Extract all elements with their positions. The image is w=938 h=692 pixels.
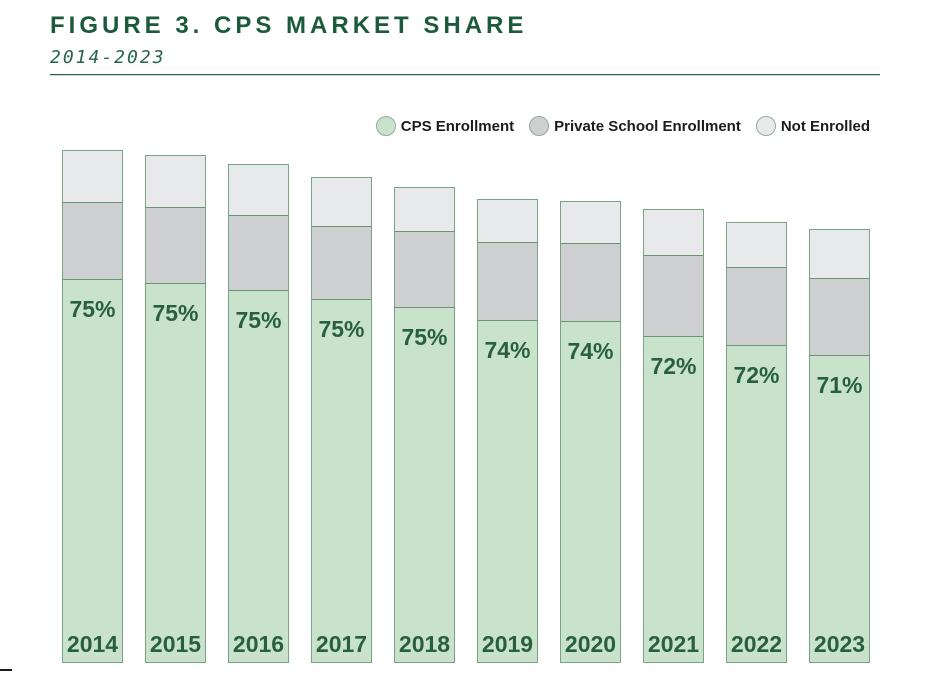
segment-private-school [561,242,620,322]
bar-2019: 74% 2019 [477,199,538,663]
figure-subtitle: 2014-2023 [50,47,166,68]
bar-pct-label: 72% [733,362,780,389]
segment-cps: 75% 2014 [63,278,122,662]
segment-cps: 75% 2018 [395,306,454,662]
segment-private-school [229,214,288,290]
legend-label: Private School Enrollment [554,117,741,135]
segment-cps: 74% 2019 [478,320,537,662]
legend-item-2: Not Enrolled [755,116,870,136]
legend-swatch-icon [529,116,550,136]
bar-year-label: 2019 [481,630,534,657]
segment-cps: 75% 2017 [312,298,371,662]
legend-label: Not Enrolled [780,117,870,135]
bar-pct-label: 74% [567,338,614,365]
bar-2023: 71% 2023 [809,229,870,663]
bar-year-label: 2022 [730,631,783,657]
legend-swatch-icon [375,116,396,136]
segment-private-school [146,206,205,283]
bar-2014: 75% 2014 [62,150,123,663]
bar-2022: 72% 2022 [726,222,787,663]
chart-legend: CPS Enrollment Private School Enrollment N… [375,116,870,136]
segment-not-enrolled [395,188,454,231]
bar-year-label: 2016 [232,631,285,657]
segment-not-enrolled [229,165,288,215]
bar-pct-label: 72% [650,353,697,380]
bar-2016: 75% 2016 [228,164,289,663]
bar-2015: 75% 2015 [145,155,206,663]
bar-year-label: 2023 [813,631,866,657]
bar-2020: 74% 2020 [560,201,621,663]
bar-year-label: 2015 [149,631,202,657]
segment-not-enrolled [644,210,703,255]
bar-pct-label: 75% [152,299,199,326]
page-corner-mark [0,669,12,671]
segment-not-enrolled [478,200,537,242]
bar-year-label: 2014 [66,631,119,657]
bar-2018: 75% 2018 [394,187,455,663]
segment-private-school [478,241,537,321]
segment-private-school [810,277,869,356]
figure-header: FIGURE 3. CPS MARKET SHARE 2014-2023 [50,12,880,76]
segment-not-enrolled [727,223,786,267]
bar-year-label: 2021 [647,631,700,657]
legend-label: CPS Enrollment [400,117,515,135]
bar-pct-label: 75% [401,323,448,350]
segment-private-school [644,254,703,337]
bar-pct-label: 71% [816,372,863,399]
legend-swatch-icon [755,116,776,136]
segment-private-school [312,225,371,299]
segment-cps: 74% 2020 [561,321,620,662]
segment-not-enrolled [63,151,122,202]
bar-year-label: 2017 [315,631,368,657]
segment-cps: 71% 2023 [810,355,869,662]
segment-private-school [63,201,122,279]
segment-cps: 72% 2021 [644,336,703,662]
bar-pct-label: 74% [484,337,531,364]
figure-title: FIGURE 3. CPS MARKET SHARE [50,12,528,39]
legend-item-1: Private School Enrollment [529,116,741,136]
segment-cps: 75% 2015 [146,282,205,662]
segment-private-school [395,230,454,307]
bar-pct-label: 75% [318,315,365,342]
segment-private-school [727,266,786,346]
title-rule [50,74,880,76]
segment-cps: 75% 2016 [229,289,288,662]
segment-not-enrolled [312,178,371,226]
segment-not-enrolled [810,230,869,278]
bar-pct-label: 75% [235,306,282,333]
segment-not-enrolled [561,202,620,243]
bar-year-label: 2020 [564,631,617,657]
segment-cps: 72% 2022 [727,345,786,662]
segment-not-enrolled [146,156,205,207]
bar-pct-label: 75% [69,295,116,322]
bar-year-label: 2018 [398,631,451,657]
bar-2017: 75% 2017 [311,177,372,663]
bar-2021: 72% 2021 [643,209,704,663]
legend-item-0: CPS Enrollment [375,116,515,136]
